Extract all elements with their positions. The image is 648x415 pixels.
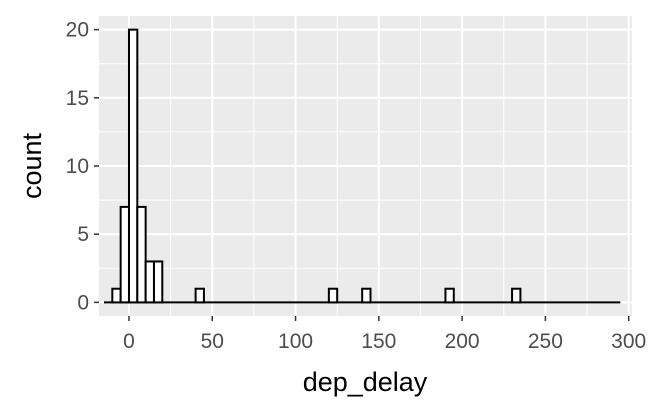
x-tick-label: 250 [528,330,563,353]
histogram-bar [511,287,522,304]
y-tick-label: 10 [66,155,89,178]
histogram-bar [119,205,130,304]
histogram-bar [111,287,122,304]
y-axis-title: count [17,132,47,199]
y-tick-label: 0 [77,291,89,314]
histogram-bar [444,287,455,304]
x-tick-label: 100 [278,330,313,353]
histogram-bar [136,205,147,304]
x-axis-ticks: 0 50 100 150 200 250 300 [123,316,646,353]
x-tick-label: 150 [361,330,396,353]
y-axis-ticks: 0 5 10 15 20 [66,19,99,314]
x-tick-label: 200 [445,330,480,353]
histogram-bars [111,28,522,304]
y-tick-label: 15 [66,87,89,110]
histogram-bar [194,287,205,304]
histogram-bar [144,260,155,304]
x-tick-label: 50 [201,330,224,353]
y-tick-label: 5 [77,223,89,246]
histogram-bar [152,260,164,304]
histogram-bar [127,28,139,304]
histogram-bar [327,287,339,304]
y-tick-label: 20 [66,19,89,42]
x-tick-label: 300 [611,330,646,353]
x-axis-title: dep_delay [303,367,428,397]
histogram-bar [361,287,372,304]
x-tick-label: 0 [123,330,135,353]
